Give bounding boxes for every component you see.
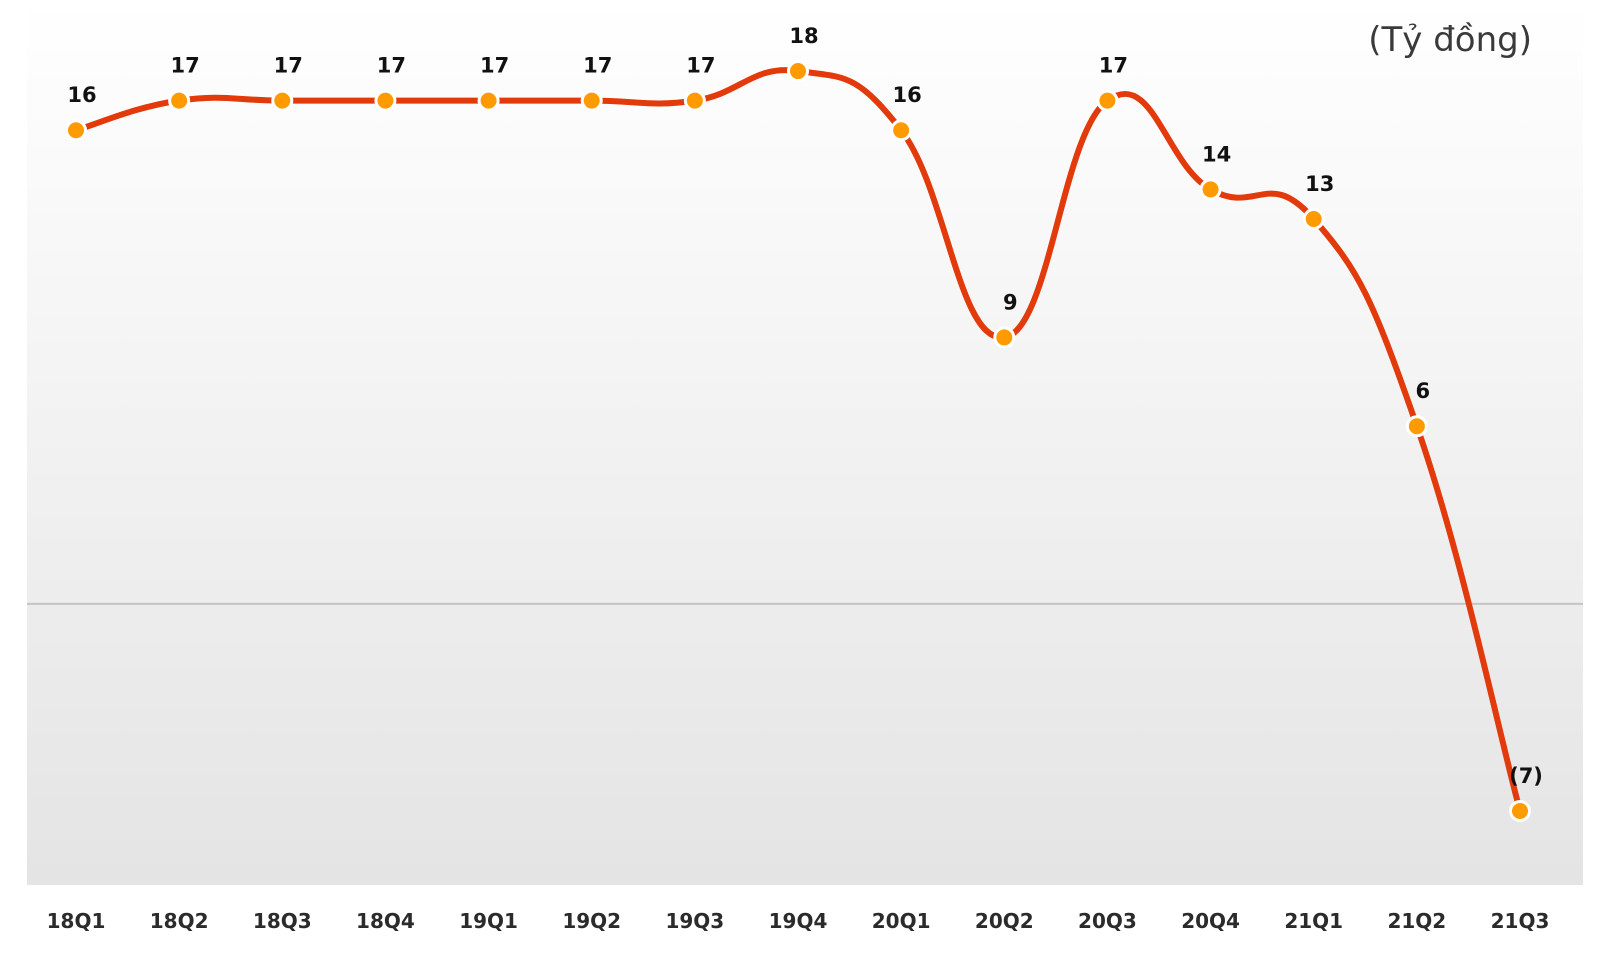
data-label-18Q1: 16 [67,83,96,107]
data-label-20Q3: 17 [1099,54,1128,78]
data-point-18Q3 [271,89,294,112]
data-label-21Q3: (7) [1509,764,1543,788]
data-label-18Q2: 17 [171,54,200,78]
data-label-19Q4: 18 [789,24,818,48]
data-labels: 16 17 17 17 17 17 17 18 16 9 17 14 13 6 (7) [67,24,1543,788]
data-point-20Q3 [1096,89,1119,112]
data-point-21Q3 [1509,800,1531,823]
data-points [65,60,1531,823]
data-label-20Q1: 16 [893,83,922,107]
x-tick-18Q2: 18Q2 [150,909,209,933]
x-tick-18Q4: 18Q4 [356,909,415,933]
data-label-21Q1: 13 [1305,172,1334,196]
data-point-20Q4 [1199,178,1222,201]
x-tick-20Q4: 20Q4 [1181,909,1240,933]
data-point-19Q4 [787,60,809,83]
data-point-18Q1 [65,119,87,142]
x-tick-19Q1: 19Q1 [459,909,518,933]
data-point-21Q2 [1405,415,1428,438]
data-label-18Q4: 17 [377,54,406,78]
data-point-20Q1 [890,119,913,142]
plot-area-background [27,0,1583,885]
data-point-18Q2 [168,89,191,112]
x-tick-21Q1: 21Q1 [1284,909,1343,933]
x-tick-20Q1: 20Q1 [872,909,931,933]
data-point-19Q2 [580,89,603,112]
unit-label: (Tỷ đồng) [1368,20,1532,60]
data-label-20Q4: 14 [1202,142,1231,166]
x-tick-21Q2: 21Q2 [1387,909,1446,933]
data-point-18Q4 [374,89,397,112]
data-point-21Q1 [1302,208,1325,231]
data-label-20Q2: 9 [1003,290,1018,314]
data-label-19Q1: 17 [480,54,509,78]
x-axis-tick-labels: 18Q1 18Q2 18Q3 18Q4 19Q1 19Q2 19Q3 19Q4 20Q1 20Q2… [47,909,1550,933]
data-label-18Q3: 17 [274,54,303,78]
x-tick-18Q1: 18Q1 [47,909,106,933]
data-label-19Q3: 17 [686,54,715,78]
data-point-20Q2 [993,326,1016,349]
data-point-19Q1 [477,89,500,112]
x-tick-19Q4: 19Q4 [769,909,828,933]
data-point-19Q3 [683,89,706,112]
x-tick-21Q3: 21Q3 [1491,909,1550,933]
x-tick-19Q3: 19Q3 [665,909,724,933]
x-tick-19Q2: 19Q2 [562,909,621,933]
x-tick-18Q3: 18Q3 [253,909,312,933]
series-line [73,67,1523,814]
data-label-21Q2: 6 [1416,379,1431,403]
x-tick-20Q2: 20Q2 [975,909,1034,933]
data-label-19Q2: 17 [583,54,612,78]
x-tick-20Q3: 20Q3 [1078,909,1137,933]
